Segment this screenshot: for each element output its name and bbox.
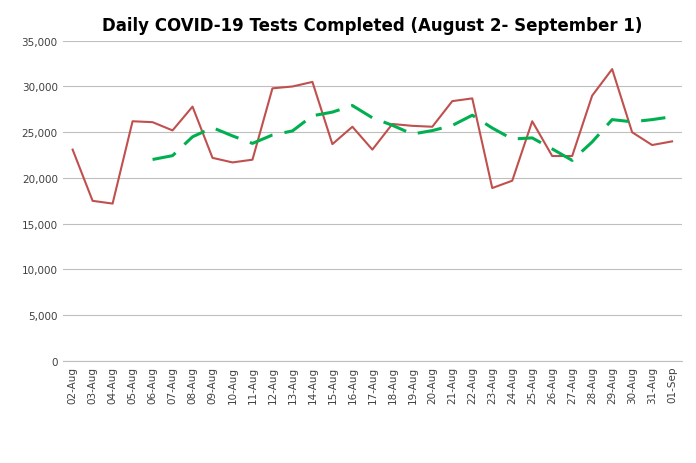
- Title: Daily COVID-19 Tests Completed (August 2- September 1): Daily COVID-19 Tests Completed (August 2…: [102, 17, 642, 35]
